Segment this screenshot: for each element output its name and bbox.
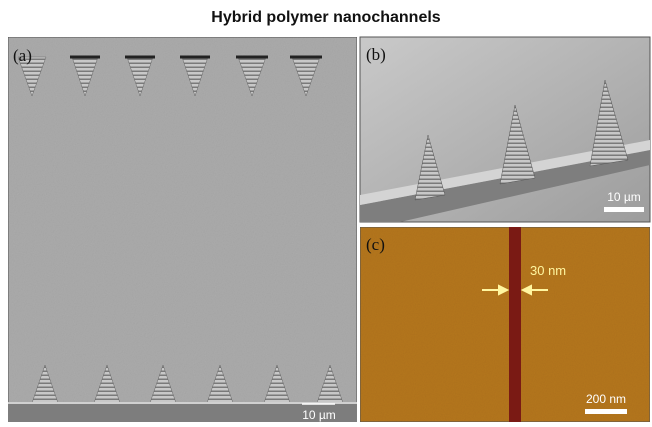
scale-bar-label: 200 nm: [586, 392, 626, 406]
panel-label: (c): [366, 235, 385, 254]
panel-label: (b): [366, 45, 386, 64]
annotation: 30 nm: [530, 263, 566, 278]
figure: Hybrid polymer nanochannels (a) 10 µm (b…: [0, 0, 652, 427]
scale-bar-label: 10 µm: [302, 408, 336, 422]
panel-a: (a) 10 µm: [8, 37, 357, 422]
panel-label: (a): [13, 46, 32, 65]
panel-b: (b) 10 µm: [360, 37, 650, 222]
scale-bar-label: 10 µm: [607, 190, 641, 204]
panel-c: (c) 30 nm 200 nm: [360, 227, 650, 422]
figure-title: Hybrid polymer nanochannels: [211, 9, 440, 26]
